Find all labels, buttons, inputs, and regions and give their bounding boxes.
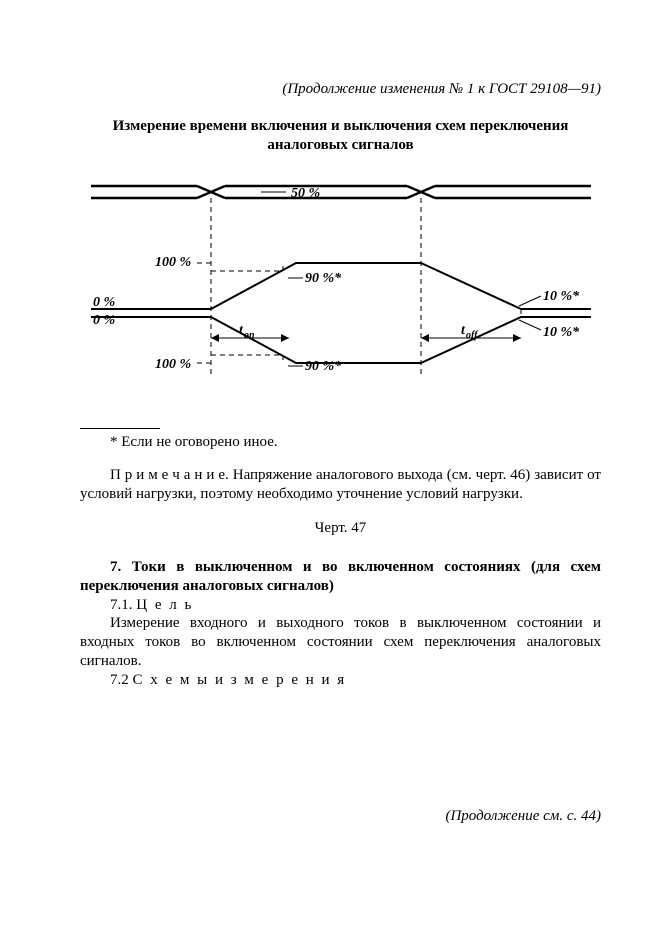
s7-1-title-text: Ц е л ь [136, 597, 193, 613]
section-7-1-title: 7.1. Ц е л ь [80, 596, 601, 615]
footnote-rule [80, 428, 160, 429]
section-7-heading: 7. Токи в выключенном и во включенном со… [80, 558, 601, 596]
label-0pct-b: 0 % [93, 313, 115, 328]
header-continuation: (Продолжение изменения № 1 к ГОСТ 29108—… [80, 80, 601, 99]
label-toff-sub: off [466, 330, 479, 341]
s7-2-title-text: С х е м ы и з м е р е н и я [133, 672, 347, 688]
figure-label: Черт. 47 [80, 519, 601, 538]
label-90pct-bot: 90 %* [305, 359, 342, 374]
s7-1-num: 7.1. [110, 597, 136, 613]
timing-diagram: 50 % 100 % 100 % 0 % 0 % 90 %* [91, 168, 591, 404]
s7-2-num: 7.2 [110, 672, 133, 688]
section-7-2-title: 7.2 С х е м ы и з м е р е н и я [80, 671, 601, 690]
label-10pct-bot: 10 %* [543, 325, 580, 340]
section-7-bold: 7. Токи в выключенном и во включенном со… [80, 559, 601, 594]
label-10pct-top: 10 %* [543, 289, 580, 304]
section-7-1-body: Измерение входного и выходного токов в в… [80, 614, 601, 670]
label-ton-sub: on [244, 330, 255, 341]
label-90pct-top: 90 %* [305, 271, 342, 286]
label-50pct: 50 % [291, 186, 320, 201]
label-100pct-bot: 100 % [155, 357, 191, 372]
footnote-text: * Если не оговорено иное. [80, 433, 601, 452]
section-title: Измерение времени включения и выключения… [101, 117, 581, 155]
label-0pct-a: 0 % [93, 295, 115, 310]
timing-diagram-svg: 50 % 100 % 100 % 0 % 0 % 90 %* [91, 168, 591, 398]
title-line-1: Измерение времени включения и выключения… [113, 118, 569, 134]
label-100pct-top: 100 % [155, 255, 191, 270]
title-line-2: аналоговых сигналов [267, 137, 413, 153]
note-text: П р и м е ч а н и е. Напряжение аналогов… [80, 466, 601, 504]
continuation-footer: (Продолжение см. с. 44) [445, 807, 601, 826]
